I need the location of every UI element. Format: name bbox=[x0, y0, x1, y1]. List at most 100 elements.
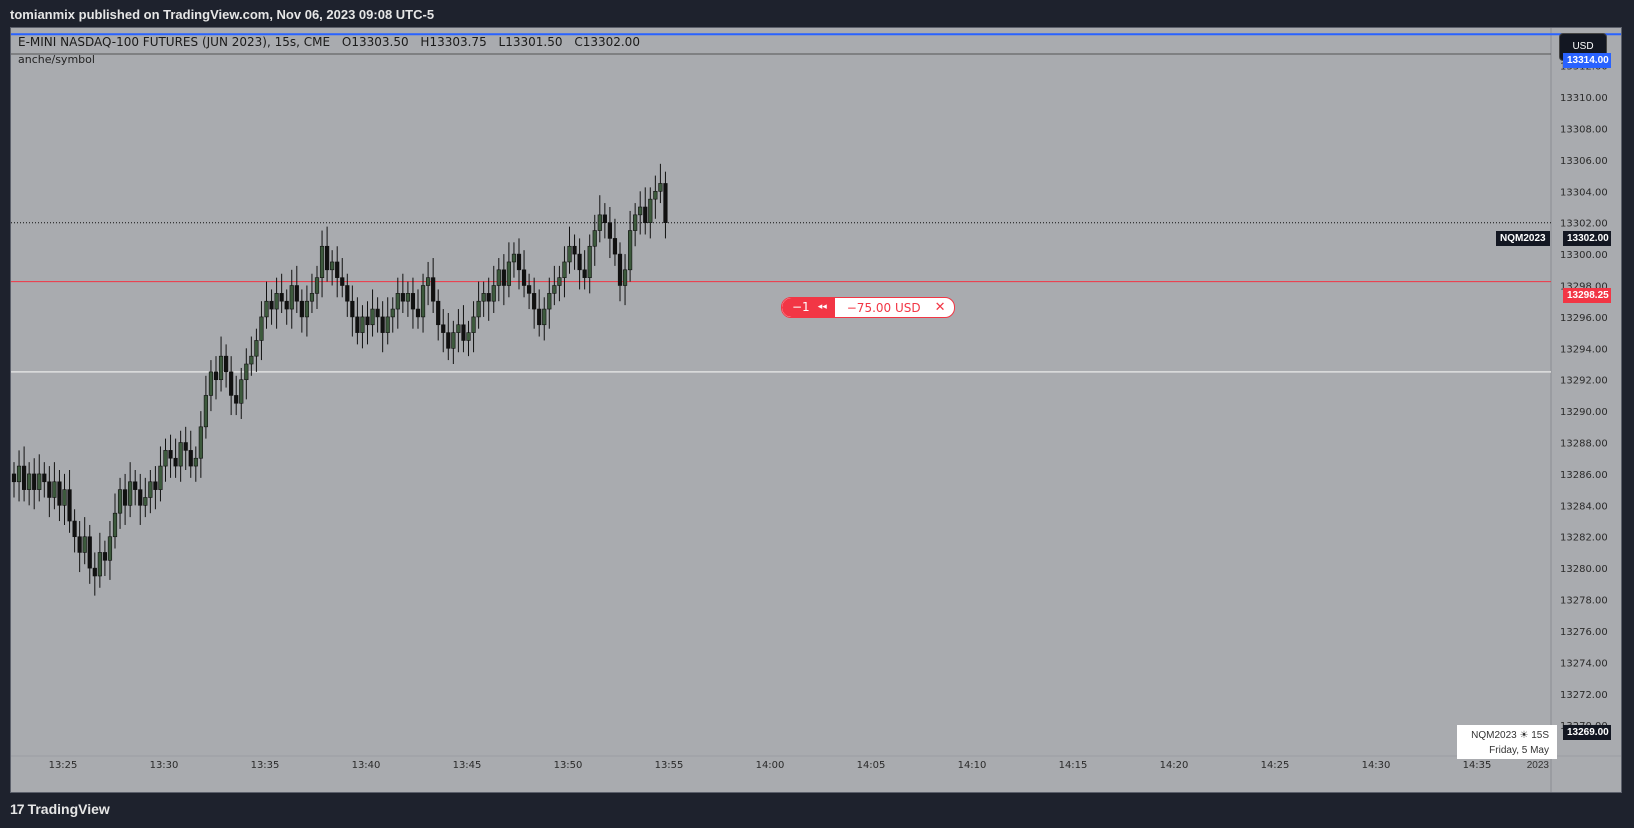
candle-up bbox=[557, 277, 562, 286]
candle-down bbox=[153, 481, 158, 490]
legend-close: C13302.00 bbox=[574, 35, 640, 49]
candle-down bbox=[42, 473, 47, 483]
x-tick-label: 14:15 bbox=[1059, 760, 1088, 771]
candle-down bbox=[355, 316, 360, 333]
candlestick-chart[interactable]: 13312.0013310.0013308.0013306.0013304.00… bbox=[11, 28, 1622, 793]
tradingview-logo-icon[interactable]: 17 bbox=[10, 801, 25, 817]
candle-up bbox=[52, 481, 57, 498]
symbol-date-line: Friday, 5 May 2023 bbox=[1489, 745, 1549, 771]
candle-down bbox=[537, 308, 542, 326]
candle-down bbox=[213, 371, 219, 381]
candle-up bbox=[304, 300, 310, 318]
order-qty[interactable]: −1 ◂◂ bbox=[782, 298, 835, 317]
candle-up bbox=[456, 324, 461, 333]
candle-up bbox=[27, 473, 32, 490]
legend-open: O13303.50 bbox=[341, 35, 409, 49]
candle-down bbox=[365, 316, 370, 326]
y-tick-label: 13276.00 bbox=[1560, 627, 1608, 638]
candle-up bbox=[592, 230, 597, 247]
candle-up bbox=[481, 293, 486, 302]
position-order-pill[interactable]: −1 ◂◂ −75.00 USD ✕ bbox=[781, 297, 955, 318]
candle-up bbox=[425, 277, 431, 286]
candle-down bbox=[22, 465, 27, 490]
candle-up bbox=[62, 489, 67, 506]
candle-up bbox=[193, 457, 198, 467]
candle-down bbox=[486, 293, 491, 302]
candle-up bbox=[249, 355, 254, 365]
y-tick-label: 13290.00 bbox=[1560, 407, 1608, 418]
chart-frame[interactable]: 13312.0013310.0013308.0013306.0013304.00… bbox=[10, 27, 1622, 793]
candle-up bbox=[476, 300, 481, 318]
candle-up bbox=[289, 285, 294, 310]
candle-down bbox=[516, 253, 522, 271]
order-pnl: −75.00 USD bbox=[846, 300, 921, 315]
candle-up bbox=[648, 198, 653, 224]
candle-down bbox=[410, 293, 416, 310]
candle-up bbox=[254, 340, 259, 357]
candle-up bbox=[314, 277, 320, 294]
candle-down bbox=[57, 481, 62, 506]
candle-down bbox=[294, 285, 299, 302]
candle-down bbox=[72, 520, 77, 538]
footer-brand[interactable]: TradingView bbox=[27, 801, 110, 817]
candle-up bbox=[143, 497, 148, 506]
candle-up bbox=[567, 245, 572, 263]
candle-up bbox=[638, 206, 643, 216]
order-price-tag[interactable]: 13298.25 bbox=[1563, 288, 1611, 303]
candle-down bbox=[92, 567, 97, 577]
candle-up bbox=[112, 512, 118, 538]
candle-up bbox=[547, 293, 552, 310]
candle-down bbox=[400, 293, 405, 302]
candle-up bbox=[198, 426, 203, 459]
reverse-icon[interactable]: ◂◂ bbox=[817, 302, 827, 312]
y-tick-label: 13280.00 bbox=[1560, 564, 1608, 575]
candle-up bbox=[163, 450, 168, 467]
x-tick-label: 13:30 bbox=[150, 760, 179, 771]
candle-down bbox=[123, 489, 128, 506]
y-tick-label: 13304.00 bbox=[1560, 187, 1608, 198]
candle-down bbox=[32, 473, 37, 490]
x-tick-label: 14:00 bbox=[756, 760, 785, 771]
x-tick-label: 13:40 bbox=[352, 760, 381, 771]
close-icon[interactable]: ✕ bbox=[934, 300, 946, 315]
candle-up bbox=[451, 332, 456, 349]
candle-up bbox=[471, 316, 476, 333]
candle-up bbox=[82, 536, 87, 553]
candle-down bbox=[77, 536, 82, 553]
candle-up bbox=[633, 214, 638, 231]
symbol-info-line: NQM2023 ☀ 15S bbox=[1471, 730, 1549, 741]
candle-up bbox=[466, 332, 471, 341]
candle-down bbox=[415, 308, 421, 318]
y-tick-label: 13300.00 bbox=[1560, 250, 1608, 261]
candle-up bbox=[274, 293, 279, 310]
candle-down bbox=[501, 269, 506, 286]
legend-title[interactable]: E-MINI NASDAQ-100 FUTURES (JUN 2023), 15… bbox=[18, 35, 331, 49]
candle-up bbox=[627, 230, 633, 271]
y-tick-label: 13302.00 bbox=[1560, 219, 1608, 230]
symbol-info-box: NQM2023 ☀ 15S Friday, 5 May 2023 bbox=[1457, 725, 1557, 771]
candle-up bbox=[370, 308, 375, 326]
candle-down bbox=[11, 473, 17, 483]
y-tick-label: 13308.00 bbox=[1560, 124, 1608, 135]
candle-up bbox=[264, 300, 269, 318]
candle-up bbox=[360, 316, 365, 333]
x-tick-label: 13:35 bbox=[251, 760, 280, 771]
publish-header: tomianmix published on TradingView.com, … bbox=[0, 0, 1634, 27]
candle-up bbox=[244, 363, 249, 381]
candle-down bbox=[350, 300, 355, 318]
candle-down bbox=[612, 238, 618, 255]
candle-down bbox=[532, 293, 537, 310]
candle-up bbox=[117, 489, 123, 514]
candle-up bbox=[178, 442, 183, 467]
candle-up bbox=[239, 379, 244, 404]
candle-down bbox=[441, 324, 446, 333]
x-tick-label: 14:05 bbox=[857, 760, 886, 771]
x-tick-label: 14:25 bbox=[1261, 760, 1290, 771]
candle-down bbox=[183, 442, 188, 451]
indicator-label[interactable]: anche/symbol bbox=[18, 53, 95, 66]
candle-up bbox=[597, 214, 602, 231]
candle-down bbox=[47, 481, 52, 498]
alert-price-tag[interactable]: 13314.00 bbox=[1563, 53, 1611, 68]
candle-down bbox=[577, 253, 582, 271]
x-tick-label: 14:20 bbox=[1160, 760, 1189, 771]
